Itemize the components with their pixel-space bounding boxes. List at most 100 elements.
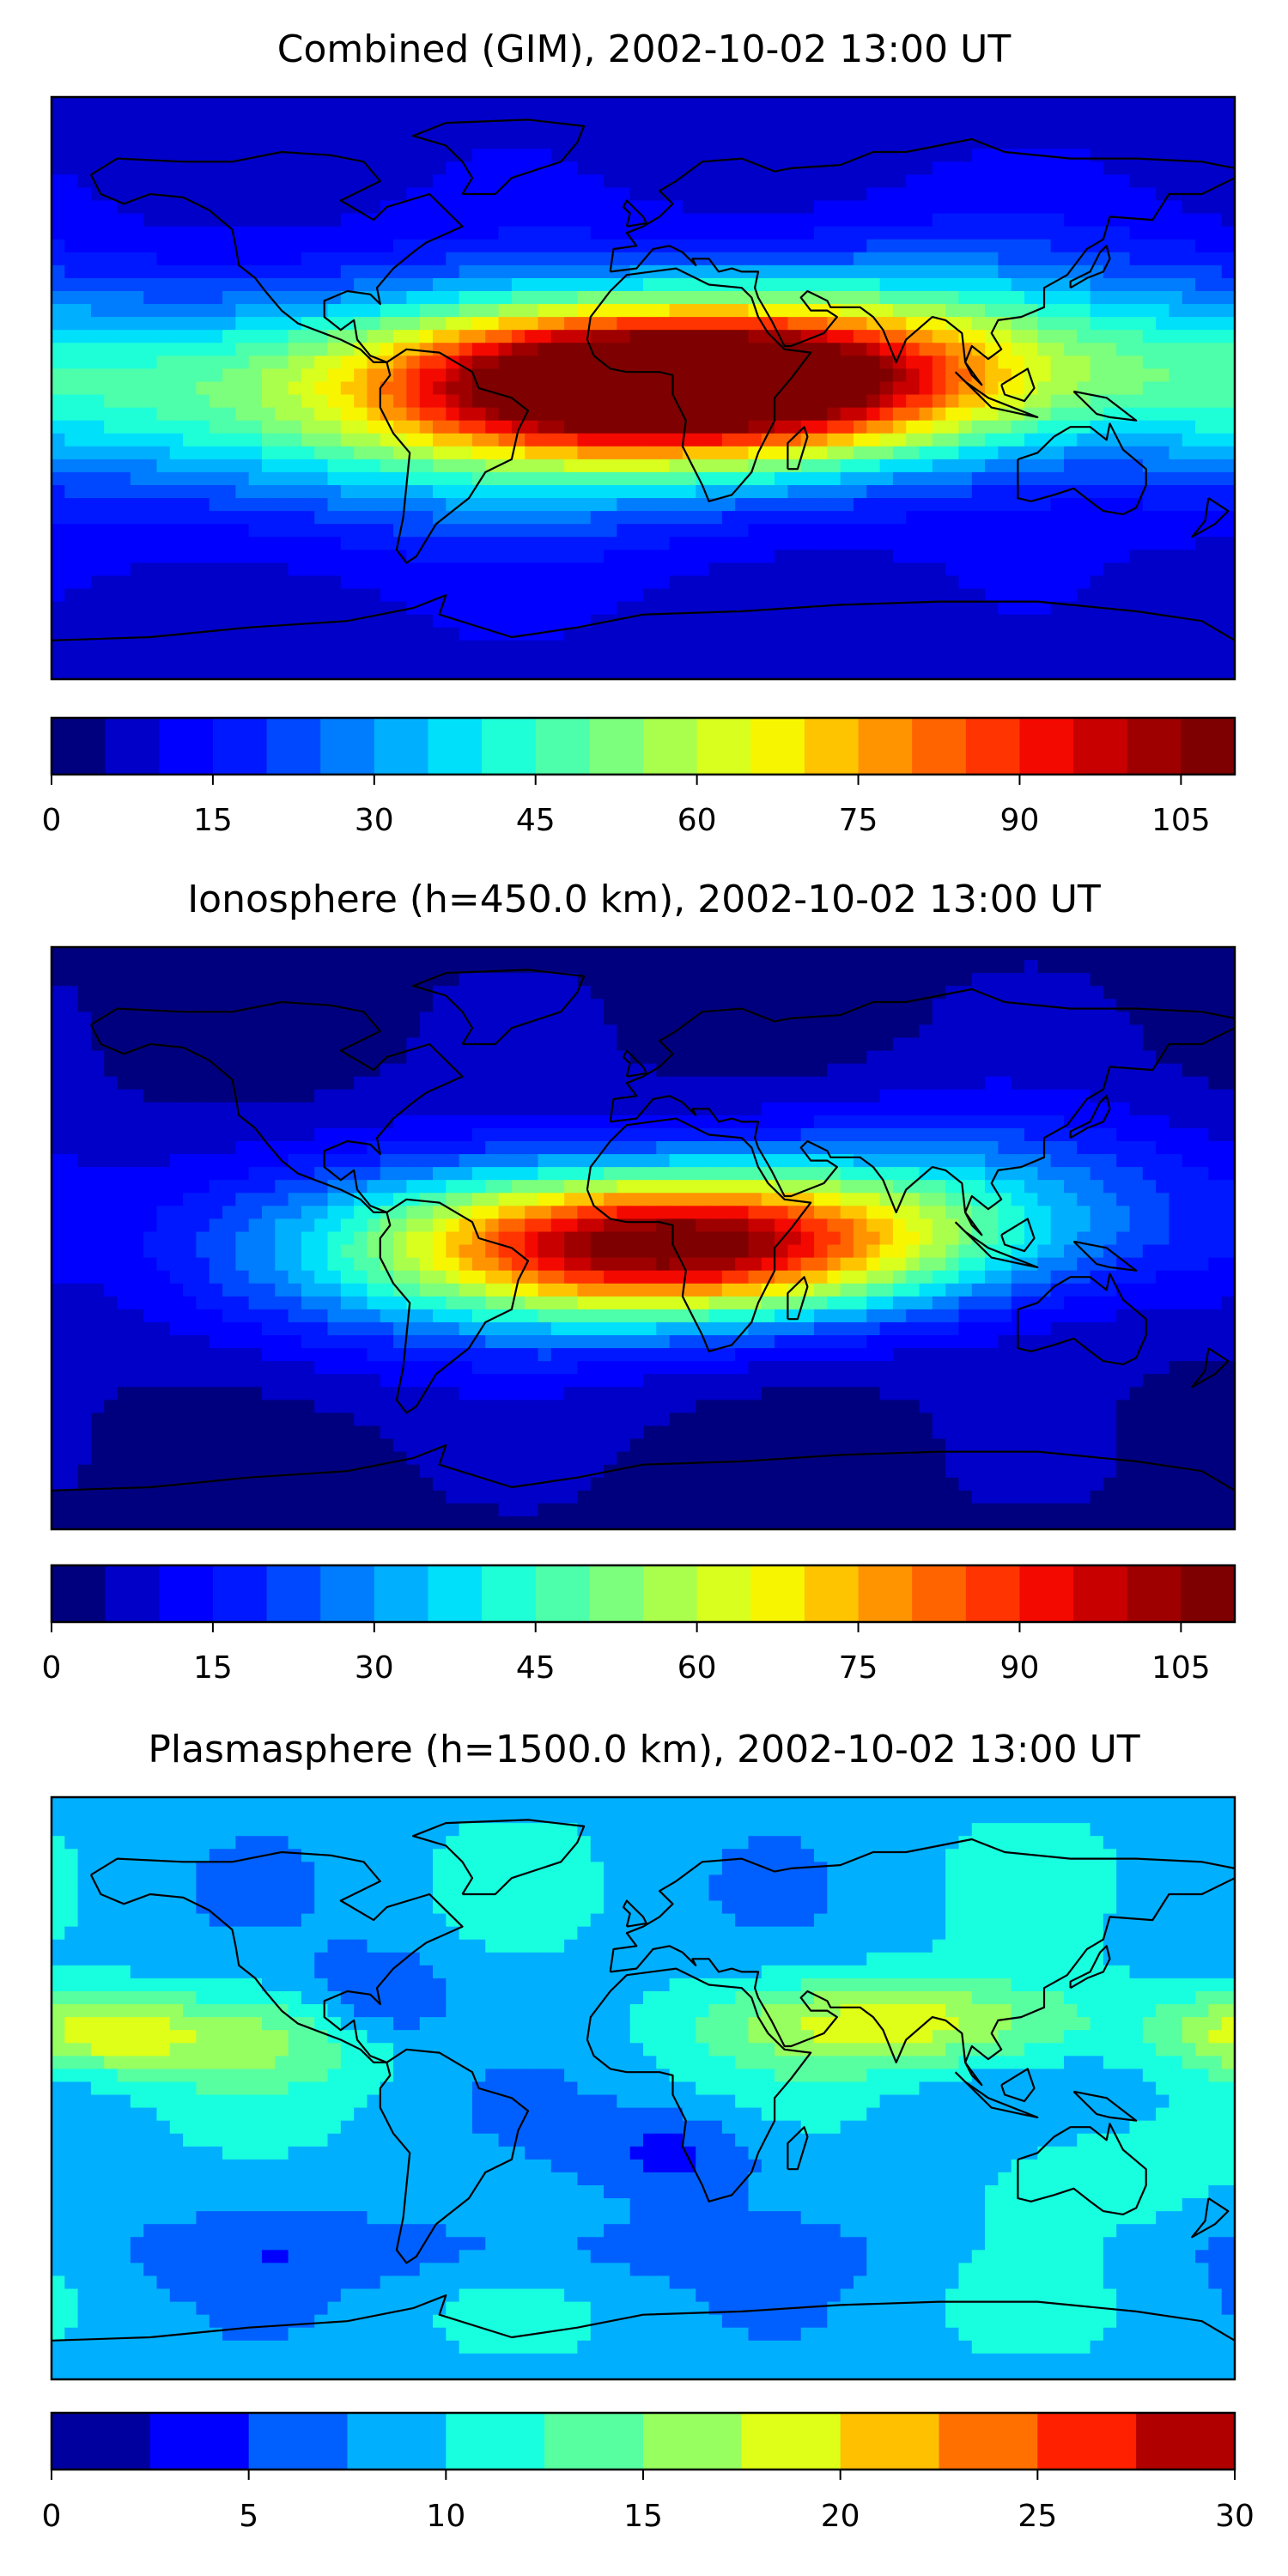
colorbar-tick-label: 0 bbox=[42, 803, 62, 838]
colorbar-tick-label: 45 bbox=[516, 1650, 556, 1686]
coastlines bbox=[52, 118, 1235, 641]
colorbar-tick-label: 75 bbox=[839, 803, 878, 838]
coastline-japan bbox=[1069, 1945, 1111, 1990]
colorbar-segment bbox=[840, 2413, 939, 2470]
coastline-newGuinea bbox=[1072, 390, 1138, 422]
colorbar-tick-label: 0 bbox=[42, 1650, 62, 1686]
colorbar-segment bbox=[428, 1565, 483, 1622]
colorbar-segment bbox=[858, 1565, 913, 1622]
colorbar-segment bbox=[696, 1565, 751, 1622]
colorbar-segment bbox=[1037, 2413, 1137, 2470]
colorbar-segment bbox=[804, 718, 860, 775]
colorbar-segment bbox=[544, 2413, 644, 2470]
colorbar-tick-label: 105 bbox=[1151, 803, 1211, 838]
colorbar-tick-label: 10 bbox=[426, 2499, 465, 2534]
colorbar-segment bbox=[374, 1565, 428, 1622]
colorbar-segment bbox=[212, 1565, 268, 1622]
colorbar-frame bbox=[50, 716, 1236, 776]
map-frame bbox=[50, 95, 1236, 681]
coastline-britain bbox=[622, 1899, 647, 1928]
colorbar-segment bbox=[696, 718, 751, 775]
coastline-borneo bbox=[1000, 368, 1036, 403]
map-field bbox=[52, 97, 1235, 679]
colorbar-tick-label: 90 bbox=[1000, 803, 1040, 838]
colorbar-tick-label: 75 bbox=[839, 1650, 878, 1686]
coastline-indonesia bbox=[954, 1221, 1039, 1269]
colorbar-tick-label: 30 bbox=[1215, 2499, 1255, 2534]
panel-title: Plasmasphere (h=1500.0 km), 2002-10-02 1… bbox=[148, 1728, 1139, 1771]
colorbar-tick-label: 45 bbox=[516, 803, 556, 838]
colorbar-tick-label: 60 bbox=[677, 803, 717, 838]
coastline-newGuinea bbox=[1072, 1240, 1138, 1272]
colorbar-segment bbox=[1019, 1565, 1074, 1622]
colorbar-segment bbox=[1073, 1565, 1128, 1622]
coastline-britain bbox=[622, 199, 647, 228]
colorbar-segment bbox=[266, 1565, 321, 1622]
coastline-southAmerica bbox=[379, 1198, 530, 1414]
colorbar-segment bbox=[105, 718, 160, 775]
coastline-antarctica bbox=[52, 593, 1235, 641]
colorbar-tick-label: 90 bbox=[1000, 1650, 1040, 1686]
colorbar: 0 15 30 45 60 75 90 105 bbox=[42, 1564, 1236, 1686]
coastline-japan bbox=[1069, 245, 1111, 289]
coastline-antarctica bbox=[52, 1443, 1235, 1492]
coastline-australia bbox=[1017, 2123, 1147, 2215]
colorbar-segment bbox=[248, 2413, 348, 2470]
coastline-northAmerica bbox=[89, 1850, 464, 2063]
colorbar-segment bbox=[1181, 1565, 1236, 1622]
colorbar: 0 15 30 45 60 75 90 105 bbox=[42, 716, 1236, 838]
colorbar-segment bbox=[965, 718, 1020, 775]
coastline-indonesia bbox=[954, 2071, 1039, 2118]
colorbar-segment bbox=[212, 718, 268, 775]
coastlines bbox=[52, 1819, 1235, 2342]
colorbar-segment bbox=[52, 2413, 151, 2470]
colorbar-segment bbox=[159, 718, 214, 775]
colorbar-tick-label: 25 bbox=[1018, 2499, 1057, 2534]
colorbar-segment bbox=[105, 1565, 160, 1622]
colorbar-segment bbox=[1136, 2413, 1236, 2470]
colorbar-segment bbox=[374, 718, 428, 775]
colorbar-segment bbox=[643, 1565, 698, 1622]
colorbar-segment bbox=[643, 718, 698, 775]
colorbar-frame bbox=[50, 1564, 1236, 1624]
colorbar-segment bbox=[52, 718, 106, 775]
colorbar-segment bbox=[159, 1565, 214, 1622]
colorbar-tick-label: 15 bbox=[623, 2499, 663, 2534]
coastlines bbox=[52, 969, 1235, 1492]
colorbar-segment bbox=[482, 718, 537, 775]
colorbar-segment bbox=[912, 1565, 967, 1622]
colorbar-tick-label: 105 bbox=[1151, 1650, 1211, 1686]
coastline-borneo bbox=[1000, 1218, 1036, 1253]
colorbar-segment bbox=[589, 718, 644, 775]
coastline-greenland bbox=[412, 969, 586, 1046]
colorbar-segment bbox=[320, 718, 375, 775]
colorbar-tick-label: 15 bbox=[193, 803, 233, 838]
coastline-greenland bbox=[412, 1819, 586, 1896]
coastline-southAmerica bbox=[379, 2048, 530, 2264]
colorbar-segment bbox=[643, 2413, 743, 2470]
colorbar-segment bbox=[428, 718, 483, 775]
colorbar-segment bbox=[858, 718, 913, 775]
colorbar-segment bbox=[912, 718, 967, 775]
coastline-greenland bbox=[412, 118, 586, 196]
coastline-eurasia bbox=[609, 137, 1235, 386]
colorbar-tick-label: 15 bbox=[193, 1650, 233, 1686]
coastline-australia bbox=[1017, 1273, 1147, 1366]
colorbar-segment bbox=[482, 1565, 537, 1622]
colorbar-segment bbox=[939, 2413, 1038, 2470]
coastline-madagascar bbox=[787, 1276, 809, 1321]
colorbar: 0 5 10 15 20 25 30 bbox=[42, 2411, 1255, 2534]
coastline-australia bbox=[1017, 422, 1147, 516]
map-frame bbox=[50, 1795, 1236, 2381]
coastline-madagascar bbox=[787, 2126, 809, 2171]
coastline-southAmerica bbox=[379, 348, 530, 564]
colorbar-segment bbox=[1073, 718, 1128, 775]
colorbar-tick-label: 5 bbox=[239, 2499, 258, 2534]
map-field bbox=[52, 1797, 1235, 2379]
colorbar-tick-label: 60 bbox=[677, 1650, 717, 1686]
coastline-africa bbox=[586, 1967, 812, 2202]
colorbar-tick-label: 20 bbox=[821, 2499, 860, 2534]
coastline-africa bbox=[586, 1117, 812, 1352]
colorbar-segment bbox=[1019, 718, 1074, 775]
